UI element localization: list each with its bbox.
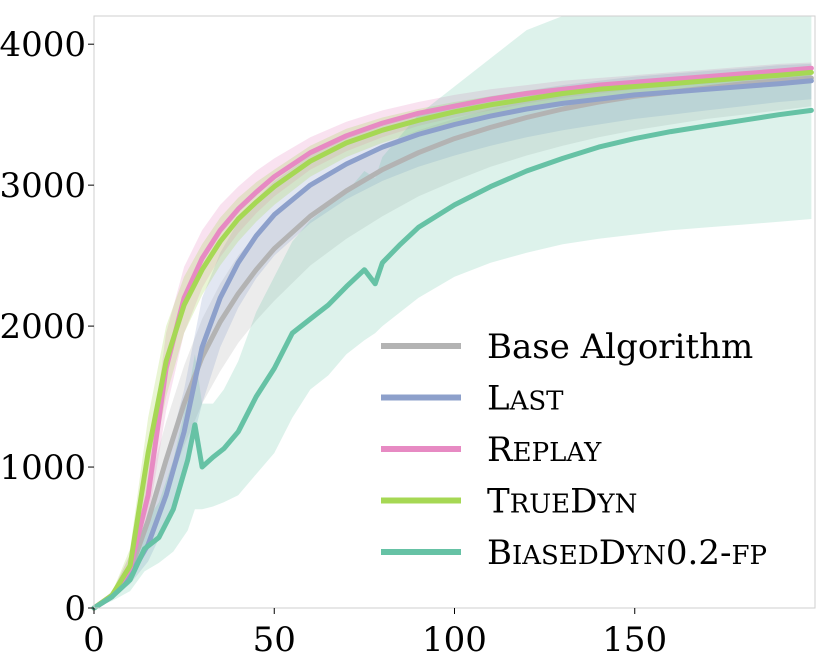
legend-label: REPLAY: [487, 430, 602, 470]
series-lines: [91, 65, 814, 611]
band-truedyn: [94, 66, 812, 608]
series-line-biaseddyn0-2-fp: [91, 107, 814, 611]
y-tick-label: 2000: [0, 307, 86, 347]
x-tick-label: 50: [253, 620, 296, 660]
y-tick-label: 3000: [0, 166, 86, 206]
series-line-truedyn: [91, 69, 814, 611]
y-tick-label: 0: [64, 589, 86, 629]
y-axis-ticks: 0 1000 2000 3000 4000: [0, 25, 94, 629]
legend-label: TRUEDYN: [487, 482, 637, 522]
legend-label: Base Algorithm: [487, 327, 753, 367]
y-tick-label: 4000: [0, 25, 86, 65]
confidence-bands: [94, 16, 812, 608]
x-tick-label: 0: [83, 620, 105, 660]
band-last: [94, 63, 812, 608]
legend-label: LAST: [487, 379, 564, 419]
legend-label: BIASEDDYN0.2-FP: [487, 533, 767, 573]
x-axis-ticks: 0 50 100 150: [83, 608, 667, 660]
band-biaseddyn0-2-fp: [94, 16, 812, 608]
legend: Base Algorithm LAST REPLAY TRUEDYN BIASEDDYN…: [381, 327, 767, 573]
x-tick-label: 100: [422, 620, 487, 660]
y-tick-label: 1000: [0, 448, 86, 488]
band-base-algorithm: [94, 66, 812, 608]
x-tick-label: 150: [602, 620, 667, 660]
series-line-last: [91, 78, 814, 611]
